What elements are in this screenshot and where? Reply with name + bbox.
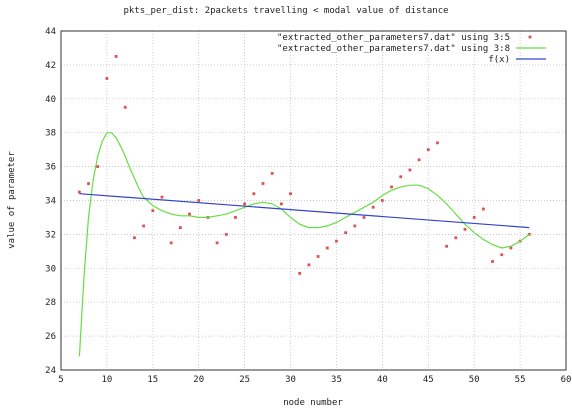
scatter-point [481, 207, 485, 211]
y-tick-label: 42 [45, 61, 56, 71]
scatter-point [105, 77, 109, 80]
y-tick-label: 28 [45, 298, 56, 308]
x-tick-label: 10 [101, 375, 112, 385]
scatter-point [261, 182, 265, 185]
x-axis-label: node number [283, 398, 343, 408]
scatter-point [279, 202, 283, 206]
scatter-point [500, 253, 504, 257]
scatter-point [243, 202, 247, 206]
x-tick-label: 35 [331, 375, 342, 385]
scatter-point [371, 205, 375, 209]
series-line [79, 193, 530, 229]
scatter-point [87, 182, 90, 185]
scatter-point [289, 192, 292, 196]
scatter-point [408, 168, 412, 172]
legend-label: "extracted_other_parameters7.dat" using … [277, 33, 510, 43]
scatter-point [133, 236, 136, 240]
scatter-point [298, 271, 302, 275]
scatter-point [417, 158, 421, 162]
scatter-point [96, 165, 100, 168]
scatter-point [335, 239, 338, 243]
scatter-point [307, 263, 311, 267]
scatter-point [463, 227, 467, 231]
x-tick-label: 20 [193, 375, 204, 385]
x-tick-label: 5 [58, 375, 63, 385]
scatter-point [224, 233, 228, 236]
scatter-point [234, 216, 237, 219]
scatter-point [160, 195, 164, 199]
scatter-point [344, 231, 348, 235]
scatter-point [197, 199, 201, 202]
scatter-point [151, 209, 155, 213]
scatter-point [426, 148, 430, 152]
plot-frame [60, 30, 567, 371]
chart-title: pkts_per_dist: 2packets travelling < mod… [123, 6, 448, 16]
y-tick-label: 26 [45, 332, 56, 342]
scatter-point [509, 246, 513, 250]
scatter-point [472, 216, 476, 219]
x-tick-label: 40 [377, 375, 388, 385]
scatter-point [445, 244, 449, 248]
grid [60, 30, 567, 371]
scatter-point [454, 236, 458, 240]
scatter-point [252, 192, 256, 196]
y-tick-label: 32 [45, 230, 56, 240]
y-axis-label: value of parameter [7, 151, 17, 249]
scatter-point [325, 246, 329, 250]
scatter-point [215, 241, 219, 245]
x-tick-label: 50 [469, 375, 480, 385]
legend-label: "extracted_other_parameters7.dat" using … [277, 44, 510, 54]
scatter-point [491, 260, 494, 263]
x-tick-label: 60 [561, 375, 572, 385]
x-tick-label: 25 [239, 375, 250, 385]
tick-labels: 5 10 15 20 25 30 35 40 45 50 55 60 24 26 28 30 32 34 36 38 4… [45, 27, 571, 385]
scatter-point [77, 190, 81, 194]
scatter-point [123, 105, 127, 109]
x-tick-label: 15 [147, 375, 158, 385]
y-tick-label: 24 [45, 366, 56, 376]
series-line [78, 132, 530, 357]
scatter-point [114, 55, 118, 58]
scatter-point [399, 175, 403, 179]
legend-marker [528, 35, 532, 39]
x-tick-label: 55 [515, 375, 526, 385]
scatter-point [188, 212, 191, 216]
scatter-point [270, 171, 274, 175]
y-tick-label: 44 [45, 27, 56, 37]
scatter-point [390, 185, 393, 189]
scatter-point [436, 141, 439, 145]
plot-area [77, 55, 531, 357]
scatter-point [362, 216, 366, 219]
y-tick-label: 30 [45, 264, 56, 274]
x-tick-label: 45 [423, 375, 434, 385]
x-tick-label: 30 [285, 375, 296, 385]
y-tick-label: 34 [45, 197, 56, 207]
scatter-point [316, 255, 320, 258]
scatter-point [169, 241, 173, 245]
legend: "extracted_other_parameters7.dat" using … [277, 33, 546, 65]
scatter-point [142, 224, 146, 228]
scatter-point [353, 224, 357, 228]
scatter-point [380, 199, 384, 202]
legend-label: f(x) [488, 55, 510, 65]
scatter-point [178, 226, 182, 230]
y-tick-label: 40 [45, 95, 56, 105]
y-tick-label: 36 [45, 163, 56, 173]
y-tick-label: 38 [45, 129, 56, 139]
